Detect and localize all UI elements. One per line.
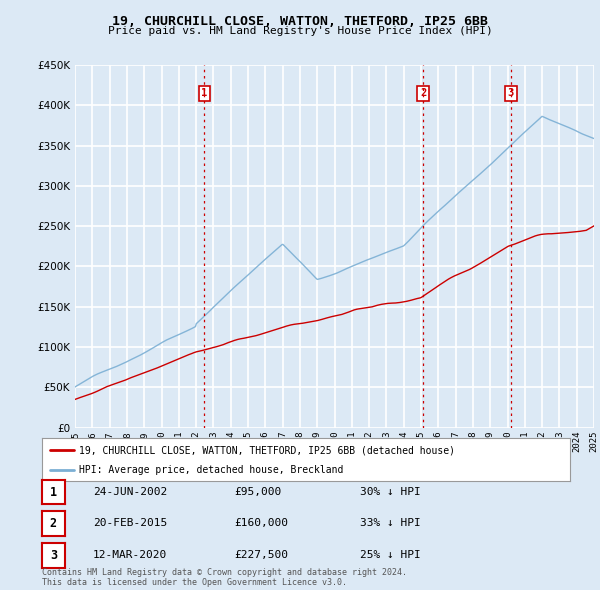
Text: 24-JUN-2002: 24-JUN-2002 bbox=[93, 487, 167, 497]
Text: HPI: Average price, detached house, Breckland: HPI: Average price, detached house, Brec… bbox=[79, 466, 343, 475]
Text: 20-FEB-2015: 20-FEB-2015 bbox=[93, 519, 167, 528]
Text: 1: 1 bbox=[50, 486, 57, 499]
Text: 3: 3 bbox=[50, 549, 57, 562]
Text: 2: 2 bbox=[420, 88, 426, 98]
Text: 19, CHURCHILL CLOSE, WATTON, THETFORD, IP25 6BB (detached house): 19, CHURCHILL CLOSE, WATTON, THETFORD, I… bbox=[79, 445, 455, 455]
Text: 12-MAR-2020: 12-MAR-2020 bbox=[93, 550, 167, 560]
Text: Contains HM Land Registry data © Crown copyright and database right 2024.
This d: Contains HM Land Registry data © Crown c… bbox=[42, 568, 407, 587]
Text: 3: 3 bbox=[508, 88, 514, 98]
Text: 25% ↓ HPI: 25% ↓ HPI bbox=[360, 550, 421, 560]
Text: 33% ↓ HPI: 33% ↓ HPI bbox=[360, 519, 421, 528]
Text: 2: 2 bbox=[50, 517, 57, 530]
Text: Price paid vs. HM Land Registry's House Price Index (HPI): Price paid vs. HM Land Registry's House … bbox=[107, 26, 493, 36]
Text: £160,000: £160,000 bbox=[234, 519, 288, 528]
Text: 1: 1 bbox=[201, 88, 208, 98]
Text: £95,000: £95,000 bbox=[234, 487, 281, 497]
Text: 30% ↓ HPI: 30% ↓ HPI bbox=[360, 487, 421, 497]
Text: £227,500: £227,500 bbox=[234, 550, 288, 560]
Text: 19, CHURCHILL CLOSE, WATTON, THETFORD, IP25 6BB: 19, CHURCHILL CLOSE, WATTON, THETFORD, I… bbox=[112, 15, 488, 28]
